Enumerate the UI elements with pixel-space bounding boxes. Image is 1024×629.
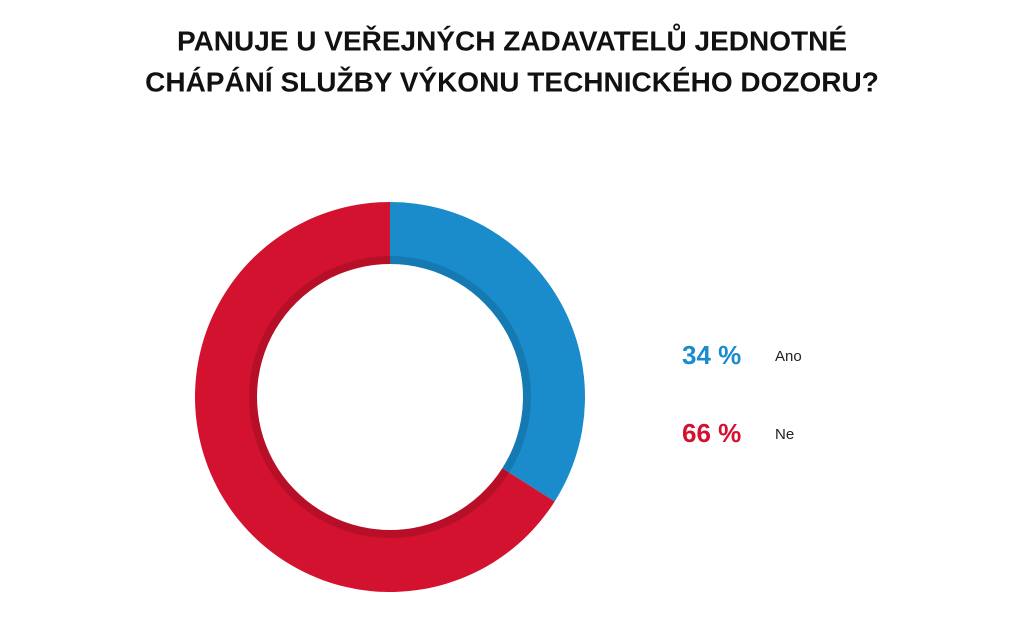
legend-value: 34 % [682, 340, 741, 370]
legend-label: Ano [775, 348, 802, 365]
chart-title: PANUJE U VEŘEJNÝCH ZADAVATELŮ JEDNOTNÉ [177, 23, 847, 56]
donut-segment [390, 202, 585, 502]
legend-value: 66 % [682, 418, 741, 448]
legend-label: Ne [775, 426, 794, 443]
chart-title: CHÁPÁNÍ SLUŽBY VÝKONU TECHNICKÉHO DOZORU… [145, 66, 879, 97]
donut-segment [195, 202, 555, 593]
inner-shadow [249, 256, 531, 538]
